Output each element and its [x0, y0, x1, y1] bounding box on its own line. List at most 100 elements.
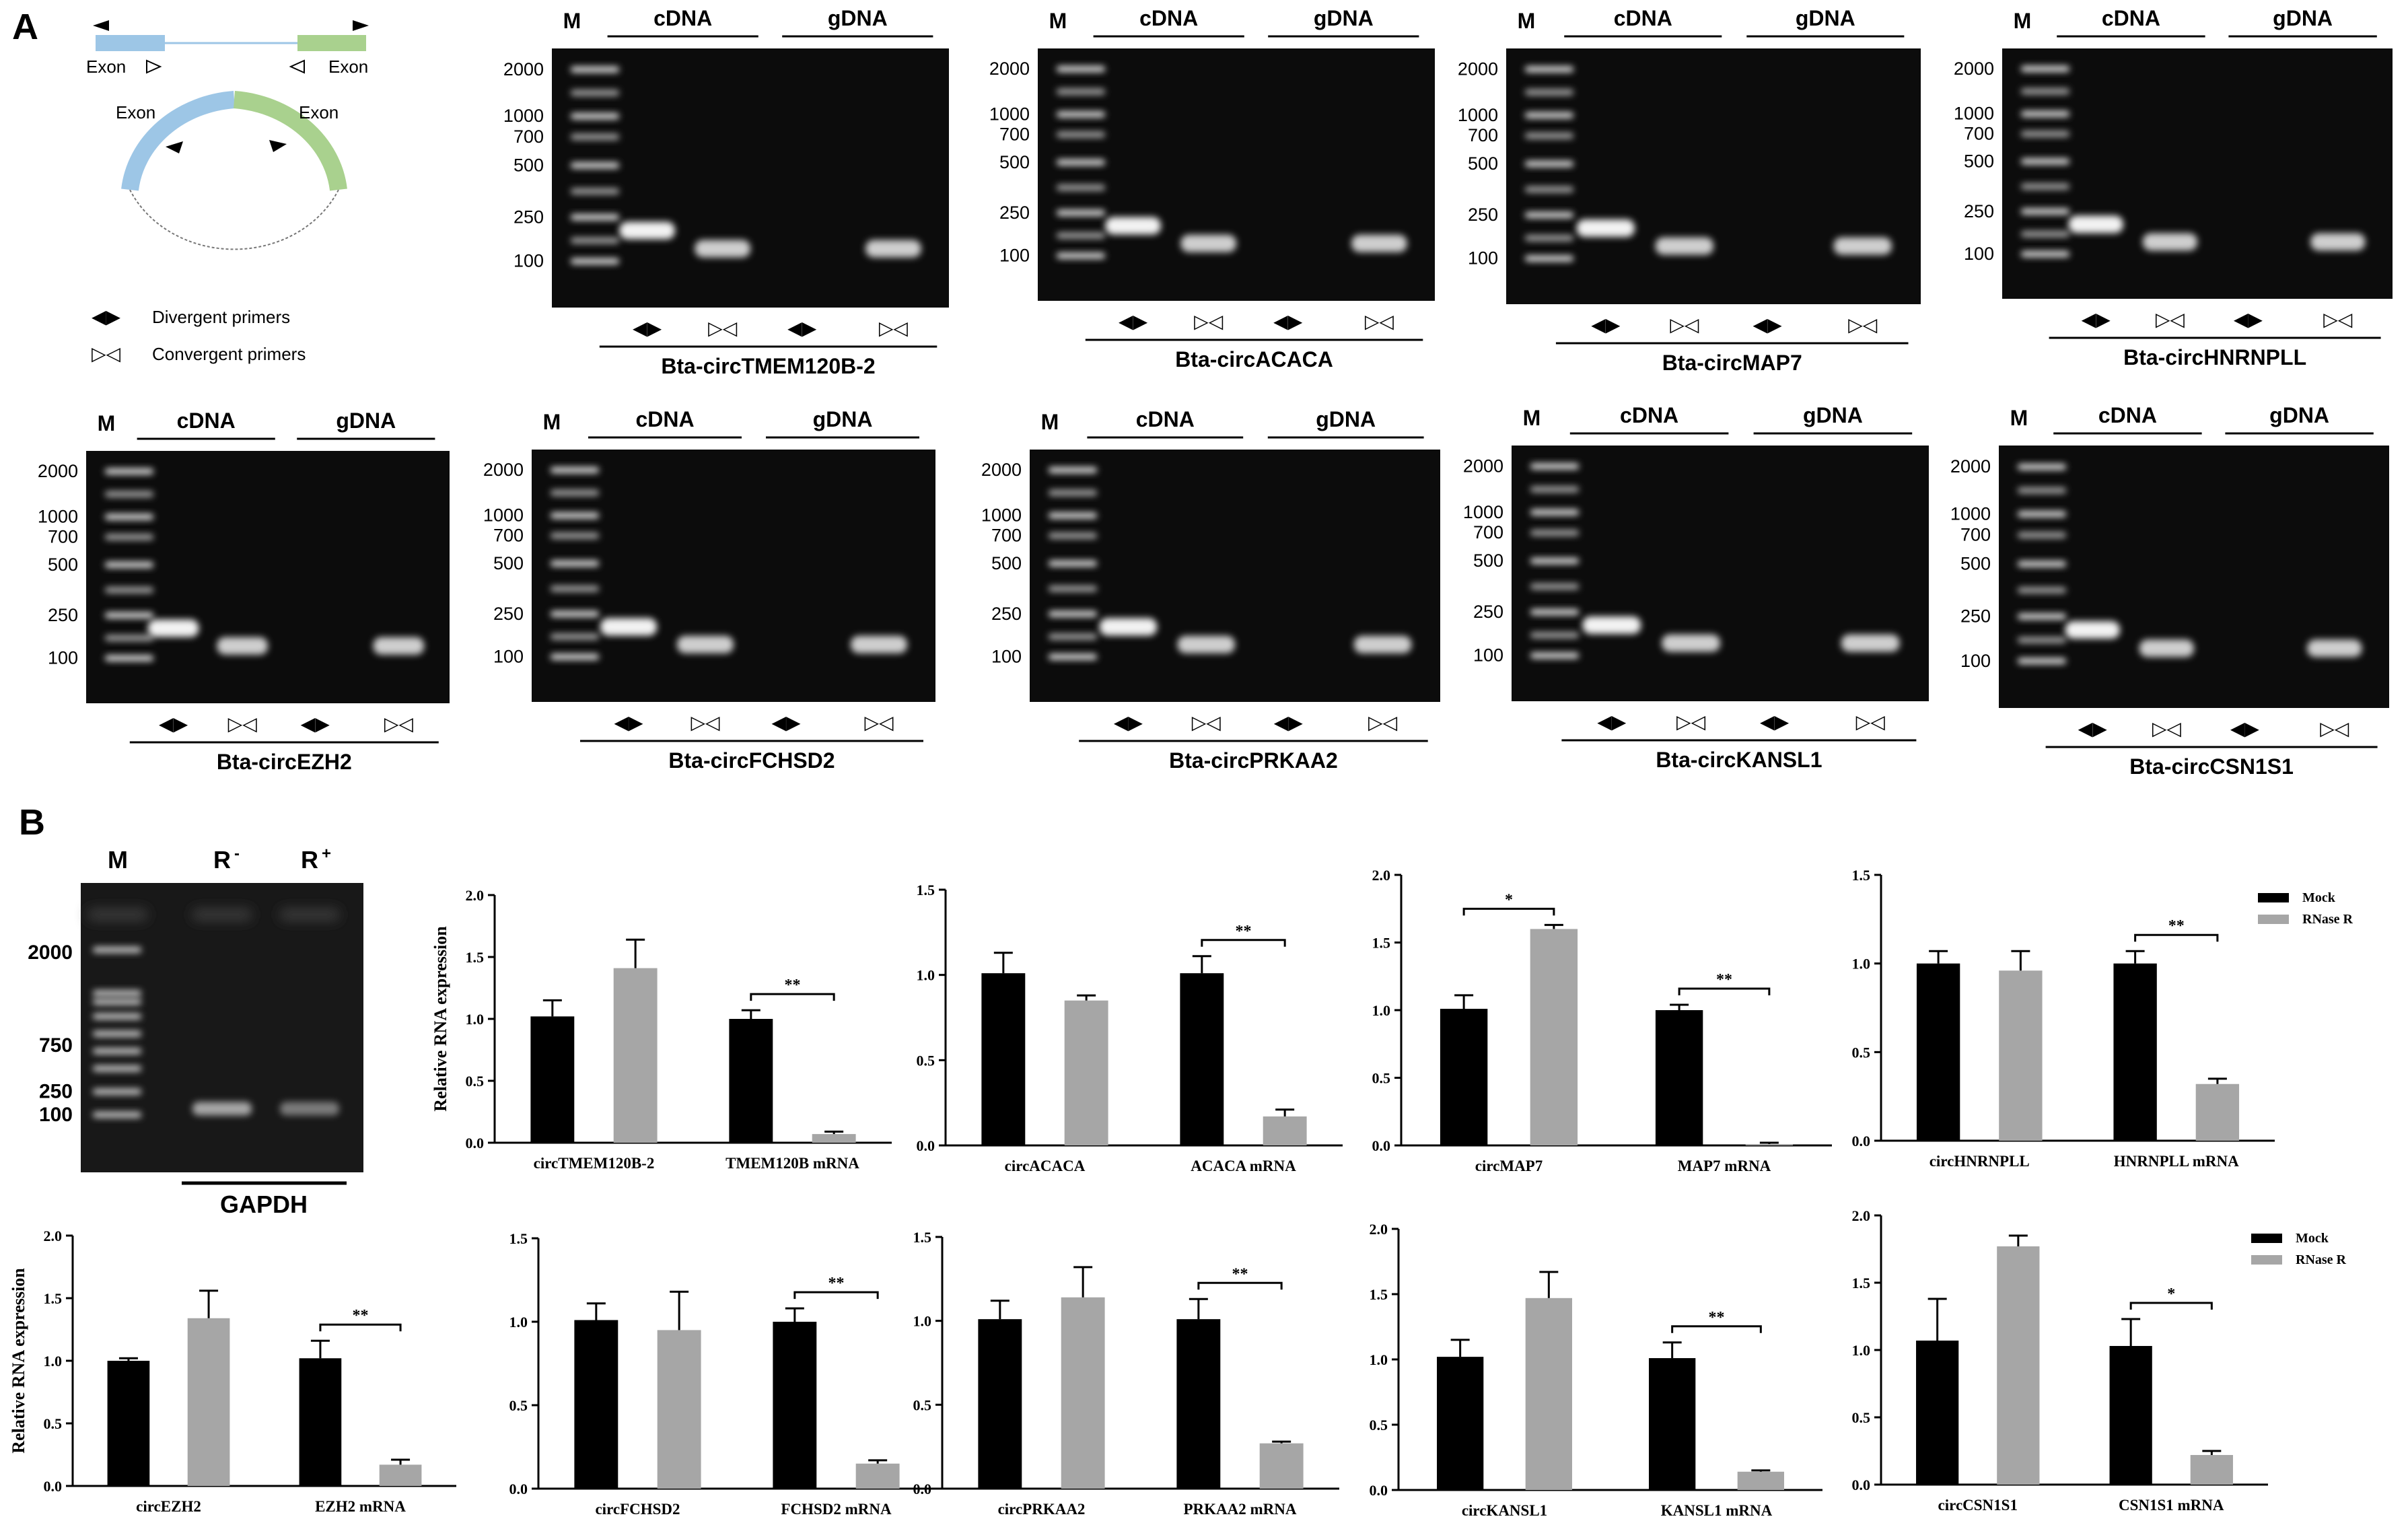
bar-rnase-r: [187, 1318, 230, 1486]
sample-band: [147, 619, 199, 637]
sample-band: [1833, 237, 1892, 255]
significance-bracket: [2129, 1302, 2213, 1310]
ladder-band: [2021, 251, 2069, 258]
ladder-band: [2021, 208, 2069, 215]
bar-mock: [530, 1016, 575, 1143]
gapdh-lane-label: M: [108, 846, 128, 874]
y-tick-label: 1.0: [917, 967, 935, 984]
exon-left-label: Exon: [86, 57, 126, 77]
gel-image: [86, 451, 450, 703]
gapdh-ladder-size: 250: [39, 1081, 73, 1103]
gapdh-caption: GAPDH: [220, 1191, 308, 1218]
x-category-label: circMAP7: [1475, 1158, 1543, 1174]
gapdh-ladder-size: 2000: [28, 942, 73, 964]
bar-rnase-r: [657, 1330, 701, 1489]
gel-gdna-label: gDNA: [1796, 6, 1855, 30]
x-category-label: HNRNPLL mRNA: [2114, 1153, 2239, 1170]
sample-band: [217, 637, 268, 655]
primer-symbol: ▷◁: [1848, 314, 1878, 335]
ladder-band: [2021, 65, 2069, 72]
y-tick-label: 2.0: [1852, 1207, 1871, 1224]
primer-symbol: ◀▶: [771, 712, 801, 733]
sample-band: [2310, 233, 2366, 251]
ladder-band: [571, 258, 619, 264]
ladder-band: [571, 113, 619, 120]
exon-left-bar: [96, 35, 165, 51]
bar-mock: [773, 1322, 817, 1489]
significance-mark: **: [2168, 917, 2185, 935]
primer-symbol: ◀▶: [2230, 718, 2260, 739]
ladder-band: [2021, 131, 2069, 137]
gel-circrna-name: Bta-circEZH2: [217, 750, 352, 774]
ladder-band: [1530, 583, 1579, 590]
gel-image: [1030, 450, 1440, 702]
gel-gdna-label: gDNA: [2273, 6, 2333, 30]
y-tick-label: 1.0: [913, 1313, 932, 1330]
x-category-label: CSN1S1 mRNA: [2119, 1497, 2224, 1514]
ladder-band: [551, 489, 599, 496]
gel-image: [532, 450, 935, 702]
gel-image: [1512, 446, 1929, 701]
ladder-band: [93, 946, 141, 953]
ladder-band: [551, 467, 599, 473]
sample-band: [2065, 621, 2120, 639]
primer-symbol: ◀▶: [1760, 711, 1790, 732]
x-category-label: circCSN1S1: [1938, 1497, 2018, 1514]
gel-ladder-size: 1000: [503, 106, 544, 126]
legend-swatch: [2258, 893, 2289, 902]
ladder-band: [1525, 212, 1573, 218]
gel-gdna-label: gDNA: [813, 407, 873, 431]
significance-mark: **: [1709, 1309, 1725, 1326]
significance-mark: **: [1232, 1265, 1248, 1283]
ladder-band: [2018, 487, 2066, 494]
gel-ladder-size: 250: [991, 604, 1022, 624]
gel-circrna-name: Bta-circKANSL1: [1656, 748, 1822, 772]
y-tick-label: 1.5: [466, 949, 485, 966]
ladder-band: [571, 188, 619, 194]
sample-band: [1582, 616, 1641, 634]
primer-symbol: ▷◁: [879, 318, 909, 339]
gel-ladder-size: 700: [514, 127, 544, 147]
gel-ladder-size: 1000: [1458, 105, 1498, 125]
bar-mock: [978, 1319, 1022, 1489]
gel-marker-label: M: [98, 411, 116, 435]
bar-rnase-r: [613, 968, 658, 1143]
primer-symbol: ◀▶: [787, 318, 817, 339]
sample-band: [1177, 635, 1235, 653]
ladder-band: [93, 1048, 141, 1055]
y-tick-label: 2.0: [1370, 1221, 1388, 1238]
gel-ladder-size: 2000: [1954, 59, 1994, 79]
primer-symbol: ▷◁: [1670, 314, 1699, 335]
y-tick-label: 0.0: [1852, 1477, 1871, 1493]
gel-ladder-size: 2000: [483, 460, 524, 480]
significance-bracket: [1462, 907, 1555, 916]
ladder-band: [1525, 89, 1573, 96]
y-tick-label: 1.5: [44, 1290, 63, 1307]
gel-cdna-label: cDNA: [1614, 6, 1672, 30]
bar-chart-8: 0.0 0.5 1.0 1.5 2.0 circCSN1S1 CSN1S1 mRNA * Moc…: [1852, 1207, 2347, 1514]
gel-ladder-size: 100: [999, 246, 1030, 266]
x-category-label: PRKAA2 mRNA: [1183, 1501, 1296, 1518]
x-category-label: circHNRNPLL: [1929, 1153, 2030, 1170]
ladder-band: [1057, 252, 1105, 259]
y-tick-label: 1.0: [466, 1011, 485, 1028]
bar-chart-5: 0.0 0.5 1.0 1.5 circFCHSD2 FCHSD2 mRNA **: [509, 1230, 935, 1518]
y-tick-label: 1.5: [509, 1230, 528, 1247]
ladder-band: [1057, 88, 1105, 95]
significance-bracket: [319, 1323, 402, 1332]
primer-symbol: ▷◁: [690, 712, 720, 733]
y-tick-label: 1.5: [1852, 1275, 1871, 1291]
bar-rnase-r: [1997, 1246, 2040, 1485]
circle-dashed: [129, 189, 339, 250]
y-tick-label: 1.0: [1370, 1351, 1388, 1368]
y-tick-label: 0.5: [1370, 1417, 1388, 1433]
y-tick-label: 1.5: [1852, 867, 1871, 884]
y-tick-label: 0.0: [913, 1481, 932, 1497]
gel-marker-label: M: [543, 410, 561, 434]
sample-band: [2142, 233, 2197, 251]
sample-band: [1351, 234, 1407, 252]
y-tick-label: 2.0: [466, 887, 485, 904]
